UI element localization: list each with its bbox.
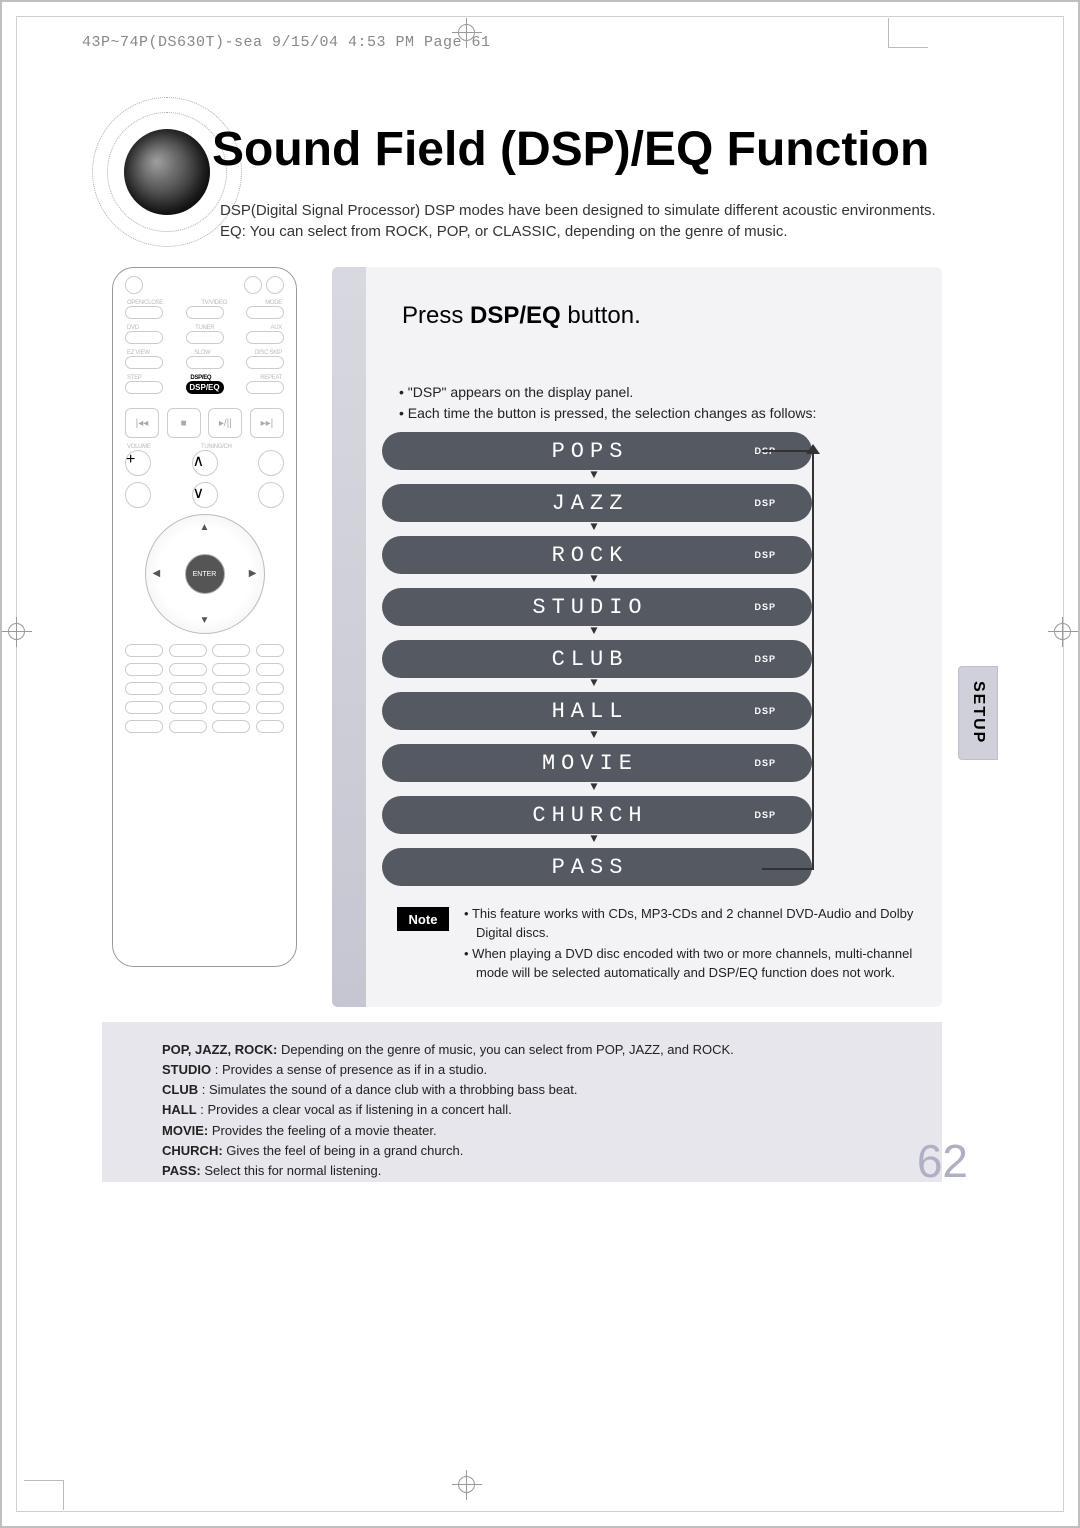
flow-arrow-down: ▼ xyxy=(590,832,603,846)
dsp-mode-hall: HALLDSP▼ xyxy=(382,692,812,730)
dsp-mode-rock: ROCKDSP▼ xyxy=(382,536,812,574)
def-studio-val: : Provides a sense of presence as if in … xyxy=(211,1062,487,1077)
dsp-mode-church: CHURCHDSP▼ xyxy=(382,796,812,834)
instruction-panel-accent xyxy=(332,267,366,1007)
flow-arrow-down: ▼ xyxy=(590,728,603,742)
def-hall-key: HALL xyxy=(162,1102,197,1117)
flow-connector-bottom xyxy=(762,868,814,870)
step-instruction: Press DSP/EQ button. xyxy=(402,302,641,330)
crop-mark-bottom xyxy=(452,1470,492,1510)
mode-definitions-panel: POP, JAZZ, ROCK: Depending on the genre … xyxy=(102,1022,942,1182)
crop-mark-left xyxy=(0,612,37,652)
dsp-tag: DSP xyxy=(754,550,776,560)
dsp-mode-jazz: JAZZDSP▼ xyxy=(382,484,812,522)
instruction-bullets: "DSP" appears on the display panel. Each… xyxy=(397,382,816,424)
remote-enter-button: ENTER xyxy=(185,554,225,594)
crop-corner-top-right xyxy=(888,18,928,48)
def-hall-val: : Provides a clear vocal as if listening… xyxy=(197,1102,512,1117)
dsp-mode-label: MOVIE xyxy=(542,751,638,776)
dsp-mode-label: CHURCH xyxy=(532,803,647,828)
dsp-tag: DSP xyxy=(754,706,776,716)
dsp-mode-label: POPS xyxy=(552,439,629,464)
dsp-mode-pops: POPSDSP▼ xyxy=(382,432,812,470)
instruction-button-name: DSP/EQ xyxy=(470,302,561,329)
dsp-mode-club: CLUBDSP▼ xyxy=(382,640,812,678)
print-header: 43P~74P(DS630T)-sea 9/15/04 4:53 PM Page… xyxy=(82,34,491,51)
dsp-mode-label: STUDIO xyxy=(532,595,647,620)
note-line-2: When playing a DVD disc encoded with two… xyxy=(476,945,922,983)
dsp-mode-movie: MOVIEDSP▼ xyxy=(382,744,812,782)
subtitle-line-1: DSP(Digital Signal Processor) DSP modes … xyxy=(220,202,936,219)
def-club-key: CLUB xyxy=(162,1082,198,1097)
subtitle-line-2: EQ: You can select from ROCK, POP, or CL… xyxy=(220,223,788,240)
flow-arrow-down: ▼ xyxy=(590,624,603,638)
page-subtitle: DSP(Digital Signal Processor) DSP modes … xyxy=(220,200,1008,242)
def-movie-key: MOVIE: xyxy=(162,1123,208,1138)
instruction-prefix: Press xyxy=(402,302,470,329)
page-number: 62 xyxy=(917,1134,968,1188)
flow-arrow-down: ▼ xyxy=(590,780,603,794)
def-studio-key: STUDIO xyxy=(162,1062,211,1077)
dsp-mode-pass: PASSDSP xyxy=(382,848,812,886)
flow-arrow-down: ▼ xyxy=(590,676,603,690)
dsp-mode-stack: POPSDSP▼JAZZDSP▼ROCKDSP▼STUDIODSP▼CLUBDS… xyxy=(382,432,812,900)
dsp-tag: DSP xyxy=(754,602,776,612)
crop-corner-bottom-left xyxy=(24,1480,64,1510)
dsp-tag: DSP xyxy=(754,654,776,664)
dsp-mode-label: CLUB xyxy=(552,647,629,672)
def-pop-val: Depending on the genre of music, you can… xyxy=(277,1042,733,1057)
dsp-mode-label: ROCK xyxy=(552,543,629,568)
def-pass-key: PASS: xyxy=(162,1163,201,1178)
bullet-2: Each time the button is pressed, the sel… xyxy=(411,403,816,424)
def-church-val: Gives the feel of being in a grand churc… xyxy=(223,1143,464,1158)
dsp-tag: DSP xyxy=(754,758,776,768)
remote-dsp-button: DSP/EQ xyxy=(186,381,224,394)
flow-connector-rail xyxy=(812,450,814,870)
dsp-mode-label: JAZZ xyxy=(552,491,629,516)
instruction-suffix: button. xyxy=(561,302,641,329)
crop-mark-right xyxy=(1043,612,1080,652)
dsp-mode-studio: STUDIODSP▼ xyxy=(382,588,812,626)
remote-control-illustration: OPEN/CLOSETV/VIDEOMODE DVDTUNERAUX EZ VI… xyxy=(112,267,297,967)
note-text: This feature works with CDs, MP3-CDs and… xyxy=(462,905,922,984)
bullet-1: "DSP" appears on the display panel. xyxy=(411,382,816,403)
manual-page: 43P~74P(DS630T)-sea 9/15/04 4:53 PM Page… xyxy=(0,0,1080,1528)
section-tab-setup: SETUP xyxy=(958,666,998,760)
dsp-mode-label: PASS xyxy=(552,855,629,880)
flow-arrow-down: ▼ xyxy=(590,572,603,586)
def-club-val: : Simulates the sound of a dance club wi… xyxy=(198,1082,577,1097)
def-pass-val: Select this for normal listening. xyxy=(201,1163,382,1178)
dsp-mode-label: HALL xyxy=(552,699,629,724)
def-movie-val: Provides the feeling of a movie theater. xyxy=(208,1123,436,1138)
flow-arrow-down: ▼ xyxy=(590,468,603,482)
note-line-1: This feature works with CDs, MP3-CDs and… xyxy=(476,905,922,943)
def-pop-key: POP, JAZZ, ROCK: xyxy=(162,1042,277,1057)
dsp-tag: DSP xyxy=(754,498,776,508)
flow-arrow-down: ▼ xyxy=(590,520,603,534)
dsp-tag: DSP xyxy=(754,810,776,820)
remote-dpad: ENTER ▲ ▼ ◀ ▶ xyxy=(145,514,265,634)
def-church-key: CHURCH: xyxy=(162,1143,223,1158)
page-title: Sound Field (DSP)/EQ Function xyxy=(212,122,929,177)
note-label: Note xyxy=(397,907,449,931)
